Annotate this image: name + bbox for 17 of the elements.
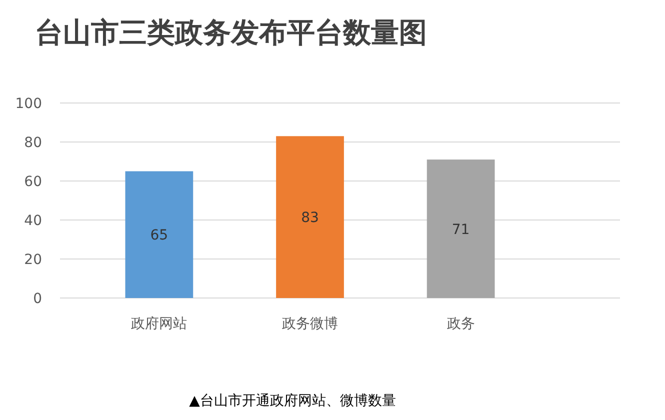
x-tick-label: 政府网站: [131, 316, 188, 332]
data-label: 83: [301, 210, 319, 226]
y-tick-label: 80: [24, 135, 42, 151]
bar: [276, 136, 344, 298]
x-tick-label: 政务: [446, 316, 475, 332]
y-tick-label: 20: [24, 252, 42, 268]
bar: [426, 160, 495, 298]
y-tick-label: 40: [24, 213, 42, 229]
y-tick-label: 60: [24, 174, 42, 190]
y-tick-label: 100: [15, 96, 42, 112]
data-label: 71: [452, 222, 470, 238]
data-label: 65: [150, 228, 168, 244]
chart-title: 台山市三类政务发布平台数量图: [35, 16, 427, 49]
text: ▲台山市开通政府网站、微博数量: [189, 393, 396, 409]
y-tick-label: 0: [33, 291, 42, 307]
x-tick-label: 政务微博: [282, 316, 338, 332]
bar: [125, 171, 194, 298]
